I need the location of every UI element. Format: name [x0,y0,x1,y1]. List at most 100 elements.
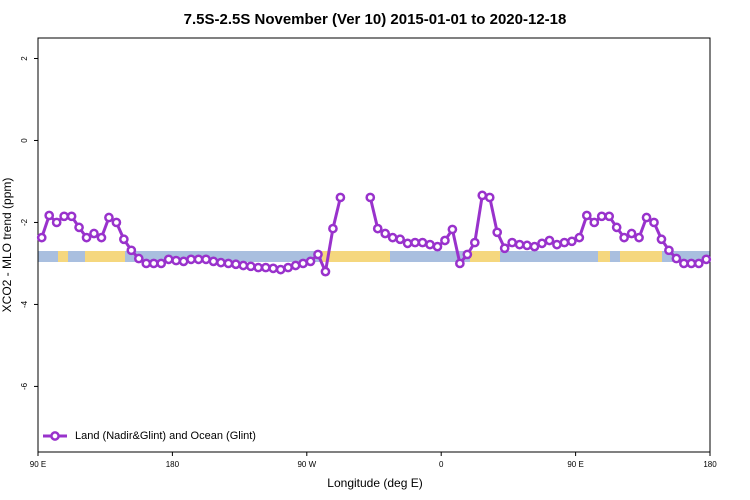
data-point [469,237,480,248]
x-tick-label: 180 [703,460,717,469]
data-point [492,227,503,238]
data-point [455,258,465,269]
data-point [253,262,264,273]
data-point [574,232,585,243]
chart-title: 7.5S-2.5S November (Ver 10) 2015-01-01 t… [184,11,567,28]
x-tick-label: 90 E [567,460,583,469]
data-point [596,211,607,222]
data-point [402,238,413,249]
data-point [66,211,77,222]
data-point [417,237,428,248]
data-point [231,259,241,270]
data-point [529,241,540,252]
data-point [693,258,704,269]
data-point [298,258,308,269]
data-point [335,192,346,203]
data-point [604,211,615,222]
data-point [223,258,234,269]
data-point [268,263,279,274]
data-point [201,254,211,265]
data-point [462,249,473,260]
data-point [141,258,152,269]
land-band [58,251,68,262]
land-band [598,251,610,262]
data-point [163,254,174,265]
data-point [447,224,458,235]
y-axis-label: XCO2 - MLO trend (ppm) [0,178,14,313]
data-point [589,217,600,228]
data-point [544,235,555,246]
data-point [81,232,92,243]
data-point [626,228,637,239]
data-point [649,217,659,228]
data-point [193,254,204,265]
data-point [96,232,107,243]
land-band [85,251,125,262]
data-point [111,217,122,228]
data-point [148,258,159,269]
data-point [514,239,525,250]
data-point [440,235,450,246]
x-tick-label: 90 W [297,460,316,469]
data-point [74,222,84,233]
data-point [328,223,338,234]
data-point [477,190,488,201]
plot-frame [37,37,711,453]
data-point [365,192,376,203]
data-point [656,234,667,245]
x-tick-label: 0 [439,460,444,469]
y-tick-label: 2 [20,56,29,61]
land-ocean-band [38,251,710,262]
data-point [559,237,570,248]
data-point [89,228,99,239]
data-point [59,211,69,222]
data-point [171,255,181,266]
data-point [619,232,629,243]
x-tick-label: 180 [166,460,180,469]
data-point [104,212,114,223]
data-point [425,239,435,250]
data-point [133,253,144,264]
data-point [305,256,316,267]
data-point [410,237,420,248]
data-point [178,256,189,267]
data-point [238,260,249,271]
data-point [679,258,689,269]
data-point [372,223,383,234]
land-band [322,251,390,262]
x-axis-label: Longitude (deg E) [327,476,422,490]
data-point [641,212,652,223]
y-tick-label: -2 [20,218,29,226]
land-band [470,251,500,262]
data-point [664,245,674,256]
data-point [499,243,510,254]
data-point [395,234,405,245]
land-band [620,251,662,262]
data-point [701,254,712,265]
data-point [36,232,47,243]
data-point [581,210,592,221]
data-point [567,236,577,247]
data-point [387,232,398,243]
data-point [260,262,271,273]
data-point [283,262,293,273]
y-tick-label: 0 [20,138,29,143]
data-point [245,261,256,272]
data-point [216,257,226,268]
data-point [44,210,55,221]
data-point [275,264,286,275]
data-point [208,256,219,267]
data-point [522,240,532,251]
y-tick-label: -6 [20,382,29,390]
data-point [611,222,622,233]
data-point [51,217,62,228]
data-point [320,266,331,277]
data-point [537,238,547,249]
legend-label: Land (Nadir&Glint) and Ocean (Glint) [75,430,256,442]
y-tick-label: -4 [20,300,29,308]
legend-marker [50,431,60,441]
data-point [507,237,517,248]
data-point [484,192,495,203]
